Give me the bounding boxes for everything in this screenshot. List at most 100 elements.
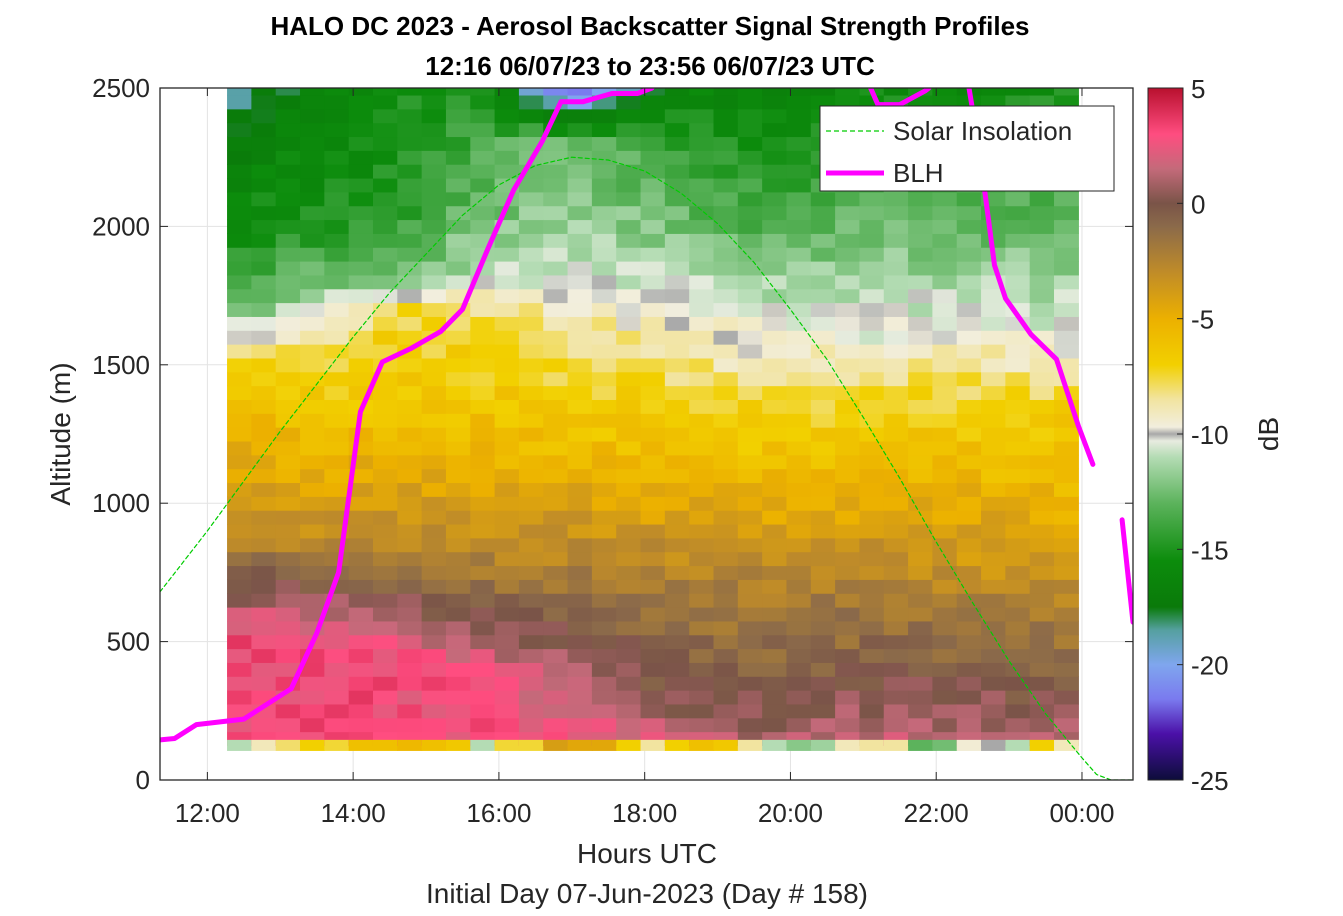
heatmap-cell — [640, 316, 666, 331]
heatmap-cell — [1054, 454, 1079, 470]
heatmap-cell — [348, 219, 374, 234]
heatmap-cell — [1054, 219, 1079, 234]
heatmap-cell — [567, 690, 593, 705]
x-axis-ticks: 12:00 14:00 16:00 18:00 20:00 22:00 00:00 — [175, 88, 1115, 828]
heatmap-cell — [470, 316, 496, 331]
heatmap-cell — [835, 288, 861, 304]
heatmap-cell — [786, 523, 812, 539]
heatmap-cell — [397, 634, 423, 650]
heatmap-cell — [762, 523, 788, 539]
heatmap-cell — [445, 261, 471, 276]
heatmap-cell — [445, 690, 471, 705]
heatmap-cell — [737, 330, 763, 345]
heatmap-cell — [275, 482, 301, 497]
heatmap-surface-cell — [689, 739, 715, 751]
heatmap-cell — [348, 676, 374, 691]
heatmap-surface-cell — [1005, 739, 1031, 751]
heatmap-cell — [981, 690, 1006, 705]
heatmap-cell — [227, 676, 252, 691]
heatmap-cell — [786, 288, 812, 304]
heatmap-cell — [494, 690, 520, 705]
heatmap-cell — [981, 330, 1006, 345]
heatmap-cell — [883, 565, 909, 580]
heatmap-cell — [640, 177, 666, 193]
heatmap-cell — [324, 357, 350, 373]
heatmap-cell — [470, 150, 496, 165]
heatmap-cell — [664, 703, 690, 719]
heatmap-cell — [616, 579, 642, 594]
heatmap-cell — [786, 205, 812, 221]
heatmap-cell — [883, 88, 909, 96]
heatmap-cell — [518, 648, 544, 663]
heatmap-cell — [591, 261, 617, 276]
heatmap-cell — [908, 662, 933, 677]
heatmap-cell — [640, 330, 666, 345]
heatmap-surface-cell — [470, 739, 496, 751]
heatmap-cell — [591, 427, 617, 442]
heatmap-cell — [300, 703, 325, 719]
heatmap-cell — [324, 607, 350, 622]
heatmap-cell — [227, 219, 252, 234]
heatmap-cell — [664, 676, 690, 691]
heatmap-cell — [348, 164, 374, 179]
heatmap-cell — [397, 565, 423, 580]
heatmap-cell — [518, 88, 544, 96]
heatmap-cell — [275, 662, 301, 677]
heatmap-cell — [835, 510, 861, 525]
heatmap-cell — [348, 482, 374, 497]
heatmap-cell — [494, 593, 520, 608]
heatmap-cell — [713, 593, 739, 608]
heatmap-cell — [640, 385, 666, 400]
blh-line — [868, 88, 932, 108]
heatmap-cell — [689, 274, 715, 290]
heatmap-cell — [445, 523, 471, 539]
heatmap-cell — [1054, 676, 1079, 691]
heatmap-cell — [275, 565, 301, 580]
heatmap-cell — [810, 330, 836, 345]
heatmap-cell — [470, 662, 496, 677]
heatmap-cell — [664, 371, 690, 387]
heatmap-cell — [1005, 219, 1031, 234]
heatmap-cell — [421, 440, 447, 456]
heatmap-cell — [1005, 468, 1031, 484]
heatmap-cell — [421, 150, 447, 165]
heatmap-cell — [227, 94, 252, 110]
heatmap-cell — [762, 537, 788, 553]
heatmap-cell — [616, 703, 642, 719]
heatmap-cell — [1029, 510, 1055, 525]
heatmap-cell — [494, 94, 520, 110]
heatmap-cell — [227, 344, 252, 359]
heatmap-cell — [664, 454, 690, 470]
heatmap-cell — [956, 579, 982, 594]
heatmap-cell — [445, 164, 471, 179]
heatmap-cell — [616, 427, 642, 442]
heatmap-cell — [664, 274, 690, 290]
heatmap-cell — [591, 634, 617, 650]
heatmap-cell — [1005, 233, 1031, 248]
heatmap-cell — [883, 385, 909, 400]
heatmap-cell — [543, 371, 569, 387]
heatmap-cell — [1005, 371, 1031, 387]
heatmap-cell — [762, 233, 788, 248]
heatmap-cell — [348, 371, 374, 387]
heatmap-cell — [1054, 537, 1079, 553]
heatmap-cell — [300, 191, 325, 207]
heatmap-cell — [762, 468, 788, 484]
heatmap-cell — [300, 344, 325, 359]
heatmap-cell — [908, 482, 933, 497]
heatmap-cell — [689, 177, 715, 193]
heatmap-cell — [932, 330, 958, 345]
heatmap-cell — [786, 191, 812, 207]
heatmap-cell — [786, 468, 812, 484]
heatmap-cell — [908, 357, 933, 373]
heatmap-cell — [397, 122, 423, 138]
heatmap-cell — [251, 88, 277, 96]
heatmap-cell — [348, 191, 374, 207]
heatmap-cell — [397, 413, 423, 428]
heatmap-cell — [932, 440, 958, 456]
heatmap-cell — [251, 413, 277, 428]
heatmap-cell — [397, 233, 423, 248]
heatmap-cell — [664, 108, 690, 124]
heatmap-cell — [689, 648, 715, 663]
heatmap-cell — [591, 274, 617, 290]
